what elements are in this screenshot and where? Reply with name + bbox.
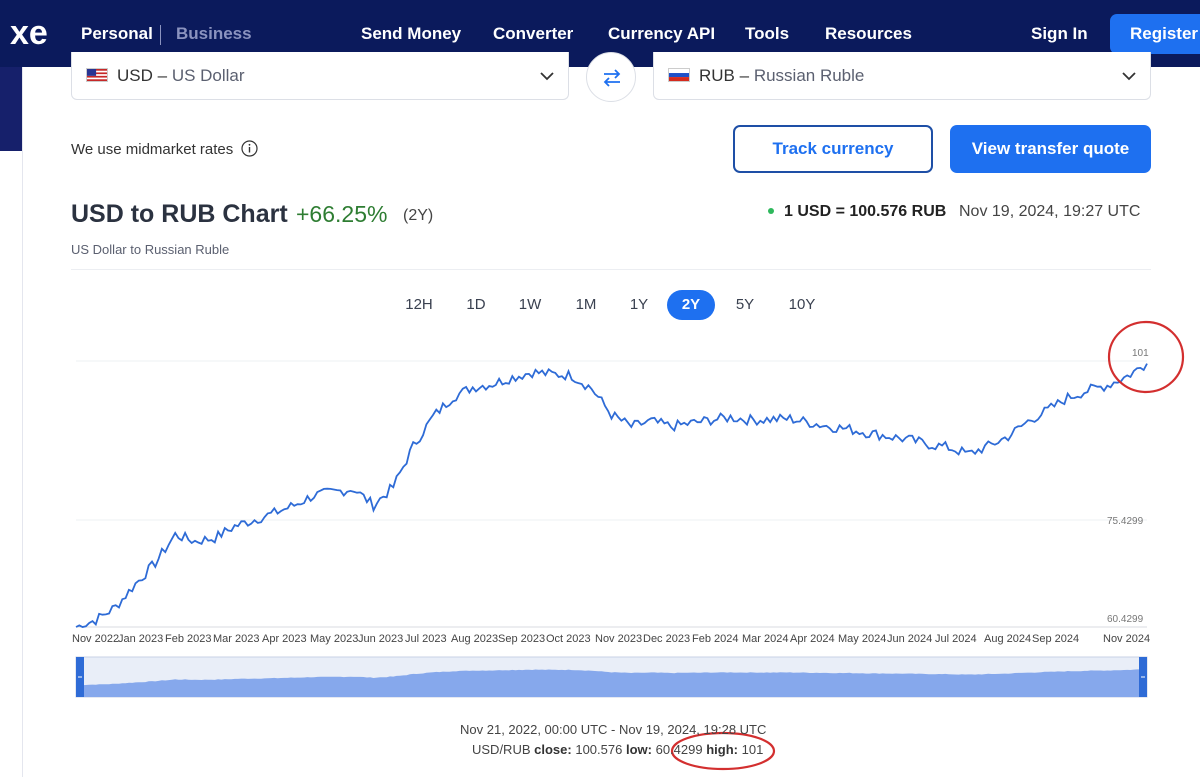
- left-border: [22, 67, 23, 777]
- chart-subtitle: US Dollar to Russian Ruble: [71, 242, 230, 257]
- x-tick-label: Apr 2023: [262, 633, 307, 645]
- range-1w[interactable]: 1W: [518, 296, 542, 313]
- annotation-circle-high-point: [1107, 320, 1185, 394]
- midmarket-text: We use midmarket rates: [71, 141, 234, 158]
- navigator-area: [76, 669, 1147, 697]
- close-label: close:: [534, 742, 572, 757]
- sign-in-link[interactable]: Sign In: [1031, 24, 1088, 43]
- russia-flag-icon: [668, 68, 690, 82]
- view-transfer-quote-button[interactable]: View transfer quote: [950, 125, 1151, 173]
- chart-period: (2Y): [403, 207, 434, 224]
- range-10y[interactable]: 10Y: [788, 296, 816, 313]
- swap-currencies-button[interactable]: [586, 52, 636, 102]
- nav-business[interactable]: Business: [176, 24, 252, 43]
- to-currency-name: Russian Ruble: [753, 66, 865, 85]
- annotation-circle-high-value: [670, 731, 776, 771]
- x-tick-label: Aug 2024: [984, 633, 1031, 645]
- x-tick-label: Jul 2023: [405, 633, 447, 645]
- x-tick-label: Jun 2024: [887, 633, 932, 645]
- to-currency-code: RUB: [699, 66, 735, 85]
- range-12h[interactable]: 12H: [405, 296, 433, 313]
- track-currency-button[interactable]: Track currency: [733, 125, 933, 173]
- y-tick-low: 60.4299: [1107, 614, 1144, 625]
- chevron-down-icon: [1122, 72, 1136, 81]
- nav-separator: [160, 25, 161, 45]
- x-tick-label: Apr 2024: [790, 633, 835, 645]
- x-tick-label: Oct 2023: [546, 633, 591, 645]
- low-value: 60.4299: [655, 742, 703, 757]
- chart-date-range: Nov 21, 2022, 00:00 UTC - Nov 19, 2024, …: [460, 722, 767, 737]
- chevron-down-icon: [540, 72, 554, 81]
- x-tick-label: Nov 2022: [72, 633, 119, 645]
- x-tick-label: Nov 2024: [1103, 633, 1150, 645]
- to-currency-label: RUB – Russian Ruble: [699, 66, 865, 85]
- rate-timestamp: Nov 19, 2024, 19:27 UTC: [959, 203, 1141, 220]
- nav-send-money[interactable]: Send Money: [361, 24, 462, 43]
- range-5y[interactable]: 5Y: [735, 296, 755, 313]
- x-tick-label: May 2024: [838, 633, 886, 645]
- svg-text:xe: xe: [10, 14, 48, 52]
- live-rate-dot: [768, 208, 774, 214]
- x-tick-label: Mar 2023: [213, 633, 259, 645]
- chart-change-percent: +66.25%: [296, 201, 388, 227]
- range-2y[interactable]: 2Y: [667, 290, 715, 320]
- x-tick-label: Feb 2023: [165, 633, 211, 645]
- current-rate: 1 USD = 100.576 RUB: [784, 203, 947, 220]
- nav-currency-api[interactable]: Currency API: [608, 24, 716, 43]
- us-flag-icon: [86, 68, 108, 82]
- x-tick-label: Jun 2023: [358, 633, 403, 645]
- y-tick-mid: 75.4299: [1107, 516, 1144, 527]
- x-tick-label: Feb 2024: [692, 633, 738, 645]
- xe-logo[interactable]: xe: [10, 11, 60, 57]
- high-label: high:: [706, 742, 738, 757]
- chart-stats: USD/RUB close: 100.576 low: 60.4299 high…: [472, 742, 763, 757]
- low-label: low:: [625, 742, 652, 757]
- from-currency-code: USD: [117, 66, 153, 85]
- pair-label: USD/RUB: [472, 742, 531, 757]
- x-tick-label: Dec 2023: [643, 633, 690, 645]
- high-value: 101: [741, 742, 764, 757]
- y-tick-high: 101: [1132, 348, 1149, 359]
- register-button[interactable]: Register: [1110, 14, 1200, 54]
- x-tick-label: Jan 2023: [118, 633, 163, 645]
- midmarket-note: We use midmarket rates: [71, 140, 259, 158]
- nav-resources[interactable]: Resources: [825, 24, 912, 43]
- nav-personal[interactable]: Personal: [81, 24, 153, 43]
- header-divider: [71, 269, 1151, 270]
- rate-series-line: [75, 363, 1148, 628]
- x-tick-label: Mar 2024: [742, 633, 788, 645]
- close-value: 100.576: [575, 742, 623, 757]
- x-tick-label: Nov 2023: [595, 633, 642, 645]
- x-tick-label: Jul 2024: [935, 633, 977, 645]
- from-currency-select[interactable]: USD – US Dollar: [71, 52, 569, 100]
- to-currency-select[interactable]: RUB – Russian Ruble: [653, 52, 1151, 100]
- chart-title: USD to RUB Chart: [71, 200, 288, 228]
- x-tick-label: Sep 2024: [1032, 633, 1079, 645]
- x-tick-label: Aug 2023: [451, 633, 498, 645]
- range-1m[interactable]: 1M: [575, 296, 597, 313]
- range-1y[interactable]: 1Y: [629, 296, 649, 313]
- nav-converter[interactable]: Converter: [493, 24, 574, 43]
- info-icon[interactable]: [241, 140, 259, 157]
- x-tick-label: May 2023: [310, 633, 358, 645]
- range-1d[interactable]: 1D: [466, 296, 486, 313]
- swap-arrows-icon: [603, 69, 621, 87]
- top-navbar: xe Personal Business Send Money Converte…: [0, 0, 1200, 67]
- nav-tools[interactable]: Tools: [745, 24, 790, 43]
- from-currency-name: US Dollar: [171, 66, 245, 85]
- x-tick-label: Sep 2023: [498, 633, 545, 645]
- left-decorative-strip: [0, 67, 23, 151]
- from-currency-label: USD – US Dollar: [117, 66, 245, 85]
